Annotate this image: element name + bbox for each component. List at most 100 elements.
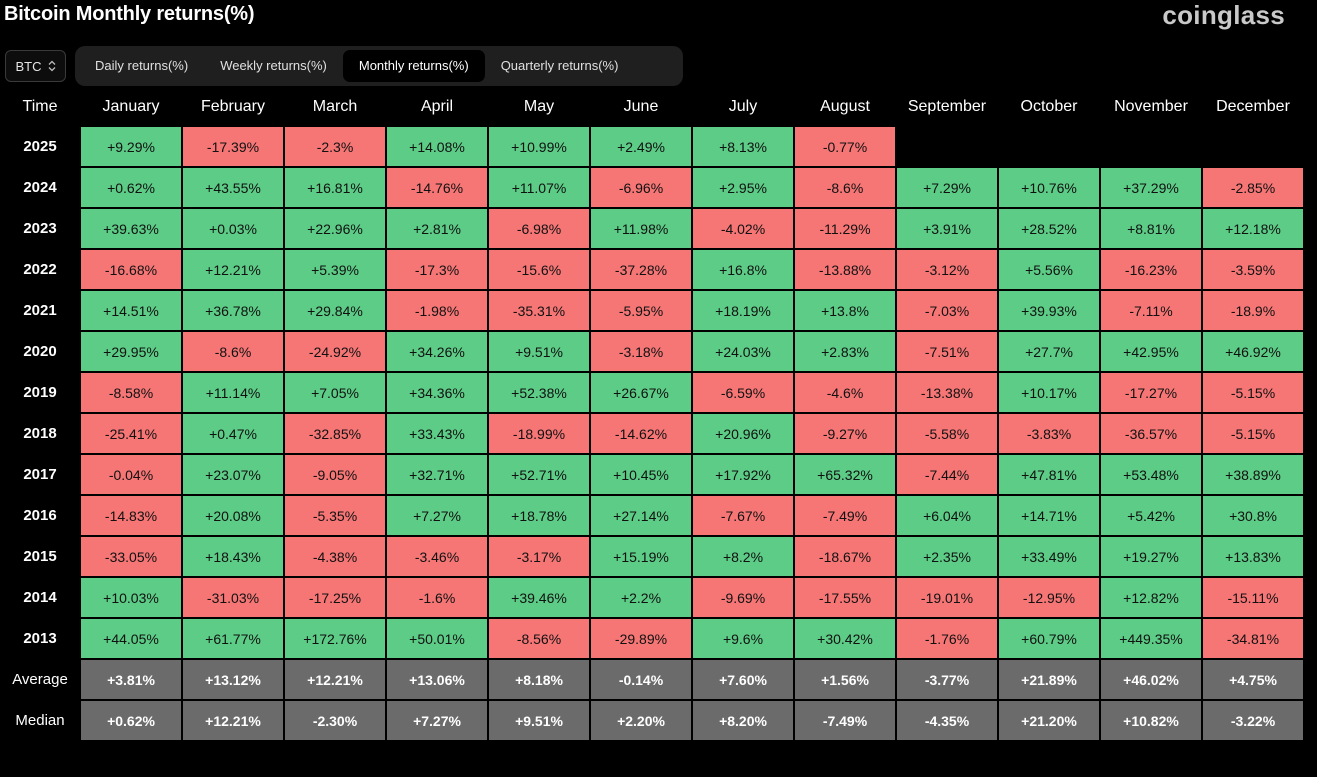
return-cell[interactable]: -3.17% bbox=[488, 536, 590, 577]
return-cell[interactable]: -12.95% bbox=[998, 577, 1100, 618]
return-cell[interactable]: -17.55% bbox=[794, 577, 896, 618]
return-cell[interactable]: +52.38% bbox=[488, 372, 590, 413]
return-cell[interactable]: +39.63% bbox=[80, 208, 182, 249]
return-cell[interactable]: -6.98% bbox=[488, 208, 590, 249]
return-cell[interactable]: +20.08% bbox=[182, 495, 284, 536]
return-cell[interactable]: +29.95% bbox=[80, 331, 182, 372]
return-cell[interactable]: +15.19% bbox=[590, 536, 692, 577]
return-cell[interactable]: -5.35% bbox=[284, 495, 386, 536]
return-cell[interactable]: -18.67% bbox=[794, 536, 896, 577]
return-cell[interactable]: -18.9% bbox=[1202, 290, 1304, 331]
return-cell[interactable]: -35.31% bbox=[488, 290, 590, 331]
return-cell[interactable]: +8.81% bbox=[1100, 208, 1202, 249]
return-cell[interactable]: +5.56% bbox=[998, 249, 1100, 290]
return-cell[interactable]: -1.6% bbox=[386, 577, 488, 618]
return-cell[interactable]: +7.27% bbox=[386, 495, 488, 536]
return-cell[interactable]: +18.43% bbox=[182, 536, 284, 577]
return-cell[interactable]: +0.62% bbox=[80, 167, 182, 208]
return-cell[interactable]: +16.81% bbox=[284, 167, 386, 208]
stat-cell[interactable]: +8.18% bbox=[488, 659, 590, 700]
return-cell[interactable]: -0.77% bbox=[794, 126, 896, 167]
return-cell[interactable]: -2.3% bbox=[284, 126, 386, 167]
return-cell[interactable]: +17.92% bbox=[692, 454, 794, 495]
return-cell[interactable]: -15.11% bbox=[1202, 577, 1304, 618]
return-cell[interactable]: +2.83% bbox=[794, 331, 896, 372]
return-cell[interactable]: +18.19% bbox=[692, 290, 794, 331]
return-cell[interactable]: +7.29% bbox=[896, 167, 998, 208]
stat-cell[interactable]: +0.62% bbox=[80, 700, 182, 741]
stat-cell[interactable]: +1.56% bbox=[794, 659, 896, 700]
return-cell[interactable]: -33.05% bbox=[80, 536, 182, 577]
return-cell[interactable]: +32.71% bbox=[386, 454, 488, 495]
return-cell[interactable]: -17.39% bbox=[182, 126, 284, 167]
stat-cell[interactable]: -3.22% bbox=[1202, 700, 1304, 741]
return-cell[interactable]: -14.83% bbox=[80, 495, 182, 536]
return-cell[interactable]: -29.89% bbox=[590, 618, 692, 659]
stat-cell[interactable]: +2.20% bbox=[590, 700, 692, 741]
return-cell[interactable]: -14.62% bbox=[590, 413, 692, 454]
return-cell[interactable]: +42.95% bbox=[1100, 331, 1202, 372]
return-cell[interactable]: -9.05% bbox=[284, 454, 386, 495]
return-cell[interactable]: +5.42% bbox=[1100, 495, 1202, 536]
stat-cell[interactable]: +10.82% bbox=[1100, 700, 1202, 741]
return-cell[interactable]: +11.98% bbox=[590, 208, 692, 249]
return-cell[interactable]: -32.85% bbox=[284, 413, 386, 454]
return-cell[interactable]: -16.68% bbox=[80, 249, 182, 290]
return-cell[interactable]: +34.26% bbox=[386, 331, 488, 372]
return-cell[interactable]: -1.76% bbox=[896, 618, 998, 659]
tab-daily-returns[interactable]: Daily returns(%) bbox=[95, 58, 189, 73]
return-cell[interactable]: +50.01% bbox=[386, 618, 488, 659]
tab-monthly-returns[interactable]: Monthly returns(%) bbox=[342, 50, 485, 82]
return-cell[interactable]: -25.41% bbox=[80, 413, 182, 454]
return-cell[interactable]: +172.76% bbox=[284, 618, 386, 659]
return-cell[interactable]: +14.71% bbox=[998, 495, 1100, 536]
return-cell[interactable]: +10.17% bbox=[998, 372, 1100, 413]
return-cell[interactable]: -7.11% bbox=[1100, 290, 1202, 331]
return-cell[interactable]: -7.49% bbox=[794, 495, 896, 536]
return-cell[interactable]: -6.96% bbox=[590, 167, 692, 208]
stat-cell[interactable]: +3.81% bbox=[80, 659, 182, 700]
return-cell[interactable]: -13.38% bbox=[896, 372, 998, 413]
return-cell[interactable]: +12.82% bbox=[1100, 577, 1202, 618]
stat-cell[interactable]: +12.21% bbox=[182, 700, 284, 741]
return-cell[interactable]: -9.27% bbox=[794, 413, 896, 454]
return-cell[interactable]: -8.58% bbox=[80, 372, 182, 413]
return-cell[interactable]: -3.83% bbox=[998, 413, 1100, 454]
return-cell[interactable]: -4.38% bbox=[284, 536, 386, 577]
return-cell[interactable]: -5.15% bbox=[1202, 372, 1304, 413]
return-cell[interactable]: +18.78% bbox=[488, 495, 590, 536]
return-cell[interactable]: +33.43% bbox=[386, 413, 488, 454]
return-cell[interactable]: -3.46% bbox=[386, 536, 488, 577]
return-cell[interactable]: -36.57% bbox=[1100, 413, 1202, 454]
return-cell[interactable]: +5.39% bbox=[284, 249, 386, 290]
return-cell[interactable]: +16.8% bbox=[692, 249, 794, 290]
return-cell[interactable]: +9.29% bbox=[80, 126, 182, 167]
stat-cell[interactable]: +7.27% bbox=[386, 700, 488, 741]
return-cell[interactable]: +12.18% bbox=[1202, 208, 1304, 249]
return-cell[interactable]: +60.79% bbox=[998, 618, 1100, 659]
return-cell[interactable]: +27.7% bbox=[998, 331, 1100, 372]
return-cell[interactable]: +10.03% bbox=[80, 577, 182, 618]
return-cell[interactable]: +33.49% bbox=[998, 536, 1100, 577]
return-cell[interactable]: -3.18% bbox=[590, 331, 692, 372]
return-cell[interactable]: +26.67% bbox=[590, 372, 692, 413]
return-cell[interactable]: +47.81% bbox=[998, 454, 1100, 495]
return-cell[interactable]: +0.03% bbox=[182, 208, 284, 249]
stat-cell[interactable]: +13.12% bbox=[182, 659, 284, 700]
stat-cell[interactable]: +9.51% bbox=[488, 700, 590, 741]
return-cell[interactable]: +13.8% bbox=[794, 290, 896, 331]
return-cell[interactable]: +23.07% bbox=[182, 454, 284, 495]
return-cell[interactable]: -19.01% bbox=[896, 577, 998, 618]
return-cell[interactable]: +7.05% bbox=[284, 372, 386, 413]
asset-select[interactable]: BTC bbox=[5, 50, 66, 82]
return-cell[interactable]: -15.6% bbox=[488, 249, 590, 290]
return-cell[interactable]: +29.84% bbox=[284, 290, 386, 331]
return-cell[interactable]: +13.83% bbox=[1202, 536, 1304, 577]
return-cell[interactable]: -37.28% bbox=[590, 249, 692, 290]
return-cell[interactable]: -14.76% bbox=[386, 167, 488, 208]
stat-cell[interactable]: -0.14% bbox=[590, 659, 692, 700]
return-cell[interactable]: +10.76% bbox=[998, 167, 1100, 208]
return-cell[interactable]: +53.48% bbox=[1100, 454, 1202, 495]
return-cell[interactable]: +30.8% bbox=[1202, 495, 1304, 536]
return-cell[interactable]: -6.59% bbox=[692, 372, 794, 413]
